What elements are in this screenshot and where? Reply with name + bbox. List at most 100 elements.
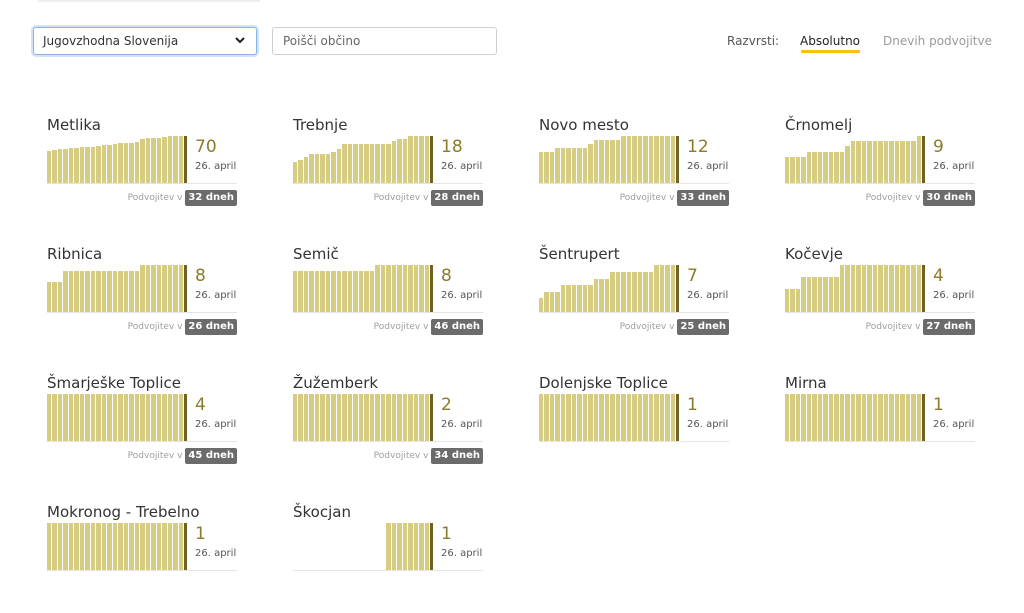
sparkline-bar xyxy=(47,151,52,183)
case-count: 1 xyxy=(933,395,944,415)
sparkline-bar xyxy=(402,523,408,570)
municipality-card[interactable]: Metlika 70 26. april Podvojitev v 32 dneh xyxy=(47,116,237,226)
sparkline-latest-marker xyxy=(430,523,433,570)
sparkline-bar xyxy=(375,394,380,441)
sparkline-bar xyxy=(391,523,397,570)
sparkline-bar xyxy=(397,265,402,312)
municipality-name: Dolenjske Toplice xyxy=(539,374,668,392)
sparkline-bar xyxy=(151,265,156,312)
municipality-card[interactable]: Dolenjske Toplice 1 26. april xyxy=(539,374,729,484)
sparkline-bar xyxy=(107,523,112,570)
municipality-card[interactable]: Trebnje 18 26. april Podvojitev v 28 dneh xyxy=(293,116,483,226)
sparkline-chart xyxy=(539,394,676,441)
sparkline-bar xyxy=(74,270,79,312)
sparkline-bar xyxy=(140,138,145,183)
sparkline-bar xyxy=(303,156,309,183)
sparkline-bar xyxy=(145,523,151,570)
doubling-label: Podvojitev v xyxy=(865,321,921,332)
sparkline-bar xyxy=(539,151,544,183)
chart-baseline xyxy=(293,312,483,313)
sparkline-bar xyxy=(101,523,107,570)
sparkline-bar xyxy=(665,265,670,312)
sparkline-bar xyxy=(47,394,52,441)
sort-absolute-option[interactable]: Absolutno xyxy=(800,34,861,48)
municipality-card[interactable]: Šentrupert 7 26. april Podvojitev v 25 dneh xyxy=(539,245,729,355)
municipality-name: Mokronog - Trebelno xyxy=(47,503,200,521)
municipality-card[interactable]: Mokronog - Trebelno 1 26. april xyxy=(47,503,237,613)
sparkline-bar xyxy=(52,394,57,441)
municipality-card[interactable]: Žužemberk 2 26. april Podvojitev v 34 dneh xyxy=(293,374,483,484)
sparkline-bar xyxy=(353,270,358,312)
sparkline-bar xyxy=(331,270,336,312)
municipality-card[interactable]: Škocjan 1 26. april xyxy=(293,503,483,613)
case-count: 9 xyxy=(933,137,944,157)
sparkline-bar xyxy=(588,144,593,183)
sparkline-bar xyxy=(336,149,342,183)
municipality-card[interactable]: Novo mesto 12 26. april Podvojitev v 33 dneh xyxy=(539,116,729,226)
sparkline-bar xyxy=(96,523,101,570)
chart-baseline xyxy=(47,441,237,442)
sparkline-bar xyxy=(156,394,162,441)
sparkline-bar xyxy=(325,394,331,441)
sparkline-bar xyxy=(107,270,112,312)
sparkline-bar xyxy=(812,276,817,312)
sparkline-bar xyxy=(894,141,900,183)
municipality-card[interactable]: Kočevje 4 26. april Podvojitev v 27 dneh xyxy=(785,245,975,355)
sparkline-bar xyxy=(68,270,74,312)
case-count: 8 xyxy=(195,266,206,286)
sparkline-bar xyxy=(68,148,74,183)
sparkline-bar xyxy=(151,523,156,570)
doubling-label: Podvojitev v xyxy=(619,321,675,332)
doubling-badge: 30 dneh xyxy=(923,189,975,206)
municipality-name: Novo mesto xyxy=(539,116,629,134)
doubling-label: Podvojitev v xyxy=(373,450,429,461)
sparkline-bar xyxy=(397,394,402,441)
sparkline-bar xyxy=(577,285,582,312)
sparkline-bar xyxy=(555,291,560,312)
sparkline-bar xyxy=(648,136,654,183)
municipality-name: Semič xyxy=(293,245,339,263)
sparkline-bar xyxy=(402,394,408,441)
sparkline-bar xyxy=(790,156,795,183)
municipality-card[interactable]: Črnomelj 9 26. april Podvojitev v 30 dneh xyxy=(785,116,975,226)
sparkline-bar xyxy=(90,147,96,183)
sparkline-bar xyxy=(828,394,834,441)
sparkline-bar xyxy=(293,162,298,183)
sparkline-bar xyxy=(599,394,604,441)
sparkline-bar xyxy=(57,282,63,312)
doubling-badge: 26 dneh xyxy=(185,318,237,335)
sparkline-bar xyxy=(916,265,921,312)
sparkline-bar xyxy=(178,136,183,183)
sparkline-bar xyxy=(861,265,867,312)
municipality-card[interactable]: Ribnica 8 26. april Podvojitev v 26 dneh xyxy=(47,245,237,355)
region-select[interactable]: Jugovzhodna Slovenija xyxy=(33,27,257,55)
sparkline-bar xyxy=(889,265,894,312)
municipality-name: Kočevje xyxy=(785,245,844,263)
search-input[interactable] xyxy=(272,27,497,55)
sort-doubling-option[interactable]: Dnevih podvojitve xyxy=(883,34,992,48)
chart-baseline xyxy=(785,441,975,442)
municipality-card[interactable]: Mirna 1 26. april xyxy=(785,374,975,484)
sparkline-bar xyxy=(167,136,173,183)
doubling-label: Podvojitev v xyxy=(127,450,183,461)
doubling-info: Podvojitev v 46 dneh xyxy=(374,318,483,335)
sparkline-bar xyxy=(588,285,593,312)
sparkline-bar xyxy=(626,394,632,441)
sparkline-bar xyxy=(101,394,107,441)
sort-label: Razvrsti: xyxy=(727,34,780,48)
sparkline-bar xyxy=(571,285,577,312)
case-count: 4 xyxy=(933,266,944,286)
sparkline-bar xyxy=(637,271,643,312)
sparkline-chart xyxy=(293,394,430,441)
sparkline-bar xyxy=(424,265,429,312)
sparkline-bar xyxy=(593,139,599,183)
sparkline-chart xyxy=(47,394,184,441)
sparkline-bar xyxy=(90,523,96,570)
sparkline-bar xyxy=(47,282,52,312)
sparkline-bar xyxy=(566,285,571,312)
municipality-name: Žužemberk xyxy=(293,374,379,392)
municipality-card[interactable]: Semič 8 26. april Podvojitev v 46 dneh xyxy=(293,245,483,355)
sparkline-bar xyxy=(555,394,560,441)
sparkline-bar xyxy=(90,270,96,312)
